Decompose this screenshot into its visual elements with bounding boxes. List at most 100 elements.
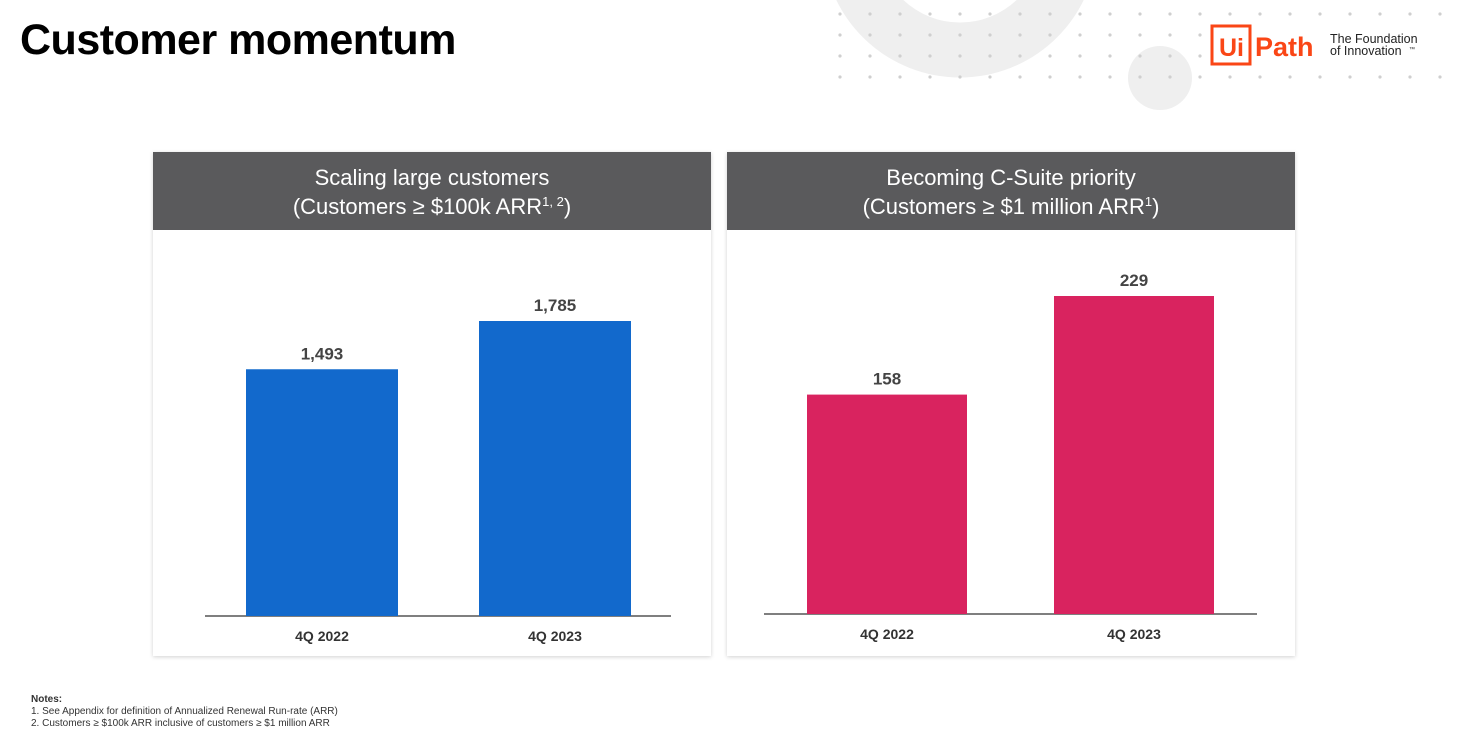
deco-dot — [958, 54, 962, 58]
heading-text: (Customers ≥ $100k ARR — [292, 194, 543, 219]
deco-dot — [1168, 12, 1172, 16]
deco-dot — [1318, 12, 1322, 16]
bar — [246, 369, 398, 616]
deco-dot — [1288, 12, 1292, 16]
logo-tagline-1: The Foundation — [1330, 32, 1418, 46]
bar — [1054, 296, 1214, 614]
bar-chart-c-suite: 158 4Q 2022 229 4Q 2023 — [764, 271, 1257, 642]
logo-tagline-2: of Innovation — [1330, 44, 1402, 58]
uipath-logo: Ui Path The Foundation of Innovation ™ — [1210, 24, 1418, 66]
deco-dot — [868, 75, 872, 79]
deco-dot — [1018, 12, 1022, 16]
deco-dot — [1018, 54, 1022, 58]
deco-dot — [1228, 75, 1232, 79]
logo-ui-box — [1210, 24, 1252, 66]
deco-dot — [1048, 54, 1052, 58]
deco-dot — [1288, 75, 1292, 79]
deco-dot — [928, 12, 932, 16]
page-title: Customer momentum — [20, 16, 456, 64]
deco-dot — [868, 12, 872, 16]
deco-dot — [1138, 75, 1142, 79]
deco-dot — [988, 75, 992, 79]
panel-large-customers: Scaling large customers (Customers ≥ $10… — [153, 152, 711, 656]
heading-close: ) — [563, 194, 572, 219]
deco-dot — [898, 54, 902, 58]
deco-dot — [1348, 12, 1352, 16]
data-label: 158 — [873, 370, 901, 389]
deco-dot — [898, 33, 902, 37]
deco-dot — [838, 54, 842, 58]
deco-dot — [1408, 75, 1412, 79]
logo-ui-text: Ui — [1219, 34, 1244, 62]
deco-dot — [1108, 12, 1112, 16]
deco-dot — [1168, 54, 1172, 58]
deco-dot — [1168, 33, 1172, 37]
deco-dot — [958, 12, 962, 16]
panel-heading-line2: (Customers ≥ $100k ARR1, 2) — [153, 192, 711, 221]
deco-dot — [1078, 54, 1082, 58]
panel-heading-line1: Scaling large customers — [314, 165, 550, 190]
deco-dot — [1108, 75, 1112, 79]
logo-path-text: Path — [1255, 32, 1314, 62]
deco-dot — [1438, 75, 1442, 79]
deco-dot — [1138, 33, 1142, 37]
deco-dot — [1048, 75, 1052, 79]
deco-dot — [838, 33, 842, 37]
deco-dot — [1408, 12, 1412, 16]
heading-text: (Customers ≥ $1 million ARR — [862, 194, 1145, 219]
deco-dot — [1378, 75, 1382, 79]
deco-dot — [1198, 54, 1202, 58]
deco-dot — [1108, 33, 1112, 37]
deco-dot — [988, 33, 992, 37]
x-tick-label: 4Q 2022 — [295, 628, 349, 644]
deco-dot — [838, 12, 842, 16]
deco-dot — [1198, 75, 1202, 79]
footnotes: Notes: 1. See Appendix for definition of… — [31, 694, 338, 730]
notes-heading: Notes: — [31, 694, 63, 705]
deco-dot — [1018, 33, 1022, 37]
panel-heading-line1: Becoming C-Suite priority — [886, 165, 1136, 190]
x-tick-label: 4Q 2022 — [860, 626, 914, 642]
deco-dot — [958, 75, 962, 79]
deco-dot — [988, 54, 992, 58]
note-1: 1. See Appendix for definition of Annual… — [31, 706, 338, 717]
deco-dot-grid — [838, 12, 1442, 79]
deco-dot — [1198, 33, 1202, 37]
deco-dot — [1048, 33, 1052, 37]
bar-chart-large-customers: 1,493 4Q 2022 1,785 4Q 2023 — [205, 296, 671, 644]
deco-dot — [898, 12, 902, 16]
deco-dot — [1318, 75, 1322, 79]
deco-dot — [1168, 75, 1172, 79]
panel-heading-line2: (Customers ≥ $1 million ARR1) — [727, 192, 1295, 221]
deco-dot — [1258, 75, 1262, 79]
logo-tm: ™ — [1409, 46, 1415, 53]
x-tick-label: 4Q 2023 — [528, 628, 582, 644]
panel-c-suite: Becoming C-Suite priority (Customers ≥ $… — [727, 152, 1295, 656]
panel-header: Becoming C-Suite priority (Customers ≥ $… — [727, 152, 1295, 230]
deco-dot — [1018, 75, 1022, 79]
deco-ring — [836, 0, 1084, 78]
deco-dot — [928, 75, 932, 79]
deco-dot — [868, 33, 872, 37]
data-label: 229 — [1120, 271, 1148, 290]
note-2: 2. Customers ≥ $100k ARR inclusive of cu… — [31, 718, 330, 729]
deco-dot — [928, 54, 932, 58]
deco-dot — [868, 54, 872, 58]
heading-footnote: 1, 2 — [542, 194, 564, 209]
panel-header: Scaling large customers (Customers ≥ $10… — [153, 152, 711, 230]
heading-close: ) — [1152, 194, 1160, 219]
deco-dot — [1138, 54, 1142, 58]
deco-dot — [1198, 12, 1202, 16]
deco-dot — [1438, 12, 1442, 16]
data-label: 1,785 — [534, 296, 577, 315]
deco-dot — [1228, 12, 1232, 16]
deco-dot — [958, 33, 962, 37]
bar — [479, 321, 631, 616]
deco-dot — [928, 33, 932, 37]
deco-dot — [1258, 12, 1262, 16]
deco-dot — [1078, 75, 1082, 79]
deco-dot — [1108, 54, 1112, 58]
deco-dot — [898, 75, 902, 79]
heading-footnote: 1 — [1144, 194, 1153, 209]
deco-circle — [1128, 46, 1192, 110]
